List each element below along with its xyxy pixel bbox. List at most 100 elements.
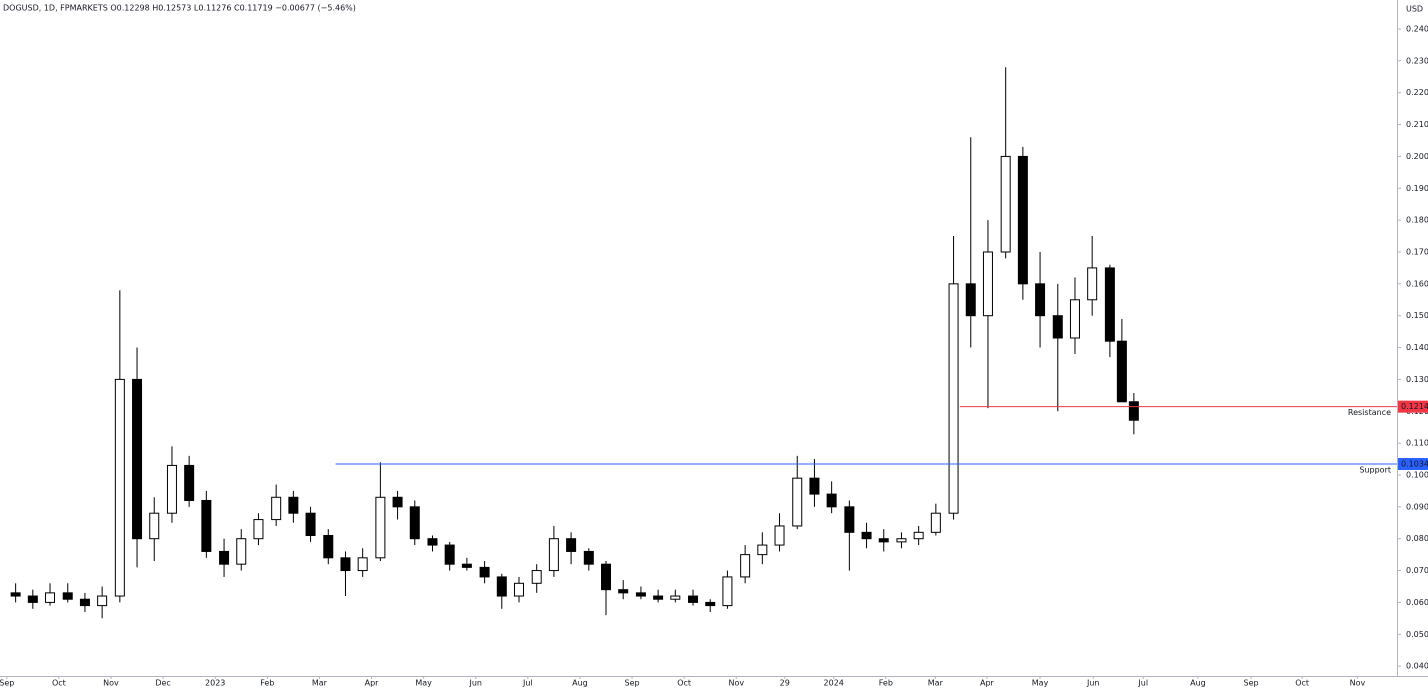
y-tick-label: 0.08000 [1406, 534, 1428, 543]
level-label: Resistance [1348, 408, 1391, 417]
candle-body [79, 598, 90, 607]
candle-body [357, 557, 368, 572]
candle-body [1017, 155, 1028, 285]
candle-body [930, 512, 941, 533]
x-tick-label: Jul [522, 679, 533, 688]
x-tick-label: Nov [103, 679, 119, 688]
candle-body [513, 582, 524, 597]
candle-body [1104, 267, 1115, 342]
y-tick-label: 0.11000 [1406, 439, 1428, 448]
candle-body [288, 496, 299, 514]
level-label: Support [1359, 465, 1391, 474]
candle-body [878, 538, 889, 543]
x-tick-label: Feb [879, 679, 893, 688]
candle-body [340, 557, 351, 572]
candle-body [583, 550, 594, 565]
candle-body [531, 570, 542, 584]
candle-body [166, 464, 177, 514]
candle-body [601, 563, 612, 591]
candle-body [861, 531, 872, 540]
candle-body [826, 493, 837, 508]
candle-body [566, 538, 577, 552]
x-tick-label: Mar [312, 679, 328, 688]
x-tick-label: May [1032, 679, 1049, 688]
candle-body [114, 378, 125, 597]
y-tick-label: 0.16000 [1406, 279, 1428, 288]
candle-body [427, 538, 438, 546]
candle-body [1052, 315, 1063, 339]
x-tick-label: Dec [155, 679, 170, 688]
x-tick-label: May [415, 679, 432, 688]
unit-label: USD [1406, 5, 1423, 14]
candle-body [688, 595, 699, 603]
price-tag-label: 0.12145 [1401, 402, 1428, 411]
candle-body [1035, 283, 1046, 317]
x-tick-label: Feb [260, 679, 274, 688]
price-tag [1398, 457, 1428, 470]
x-tick-label: Jun [468, 679, 482, 688]
y-tick-label: 0.10000 [1406, 470, 1428, 479]
candle-body [653, 595, 664, 600]
candle-body [774, 525, 785, 546]
candle-body [496, 576, 507, 597]
candle-body [375, 496, 386, 559]
chart-header: DOGUSD, 1D, FPMARKETS O0.12298 H0.12573 … [3, 4, 356, 13]
price-tag [1398, 400, 1428, 413]
x-tick-label: Apr [365, 679, 380, 688]
x-tick-label: Nov [1350, 679, 1366, 688]
candle-body [722, 576, 733, 607]
candle-body [982, 251, 993, 317]
candle-body [132, 378, 143, 540]
candle-body [740, 554, 751, 578]
candle-body [10, 592, 21, 597]
candle-body [1128, 401, 1139, 421]
x-tick-label: 2024 [824, 679, 844, 688]
x-tick-label: Sep [0, 679, 14, 688]
candle-body [444, 544, 455, 565]
candle-body [792, 477, 803, 527]
candle-body [253, 519, 264, 540]
candle-body [323, 535, 334, 559]
candle-body [896, 538, 907, 543]
y-tick-label: 0.20000 [1406, 152, 1428, 161]
candle-body [965, 283, 976, 317]
candle-body [201, 499, 212, 552]
candle-body [844, 506, 855, 533]
x-tick-label: Nov [728, 679, 744, 688]
x-tick-label: Oct [677, 679, 691, 688]
candle-body [219, 550, 230, 565]
y-tick-label: 0.05000 [1406, 630, 1428, 639]
candle-body [184, 464, 195, 501]
candle-body [1087, 267, 1098, 301]
x-tick-label: 29 [780, 679, 790, 688]
y-tick-label: 0.14000 [1406, 343, 1428, 352]
candle-body [548, 538, 559, 572]
candle-body [809, 477, 820, 495]
y-tick-label: 0.13000 [1406, 375, 1428, 384]
x-tick-label: Mar [928, 679, 944, 688]
y-tick-label: 0.24000 [1406, 24, 1428, 33]
x-tick-label: Sep [625, 679, 640, 688]
candle-body [635, 592, 646, 597]
y-tick-label: 0.17000 [1406, 247, 1428, 256]
candle-body [271, 496, 282, 521]
candle-body [27, 595, 38, 603]
candle-body [1000, 155, 1011, 253]
y-tick-label: 0.04000 [1406, 662, 1428, 671]
x-tick-label: Oct [52, 679, 66, 688]
candle-body [392, 496, 403, 508]
x-tick-label: Jul [1137, 679, 1148, 688]
candle-body [461, 563, 472, 568]
candle-body [409, 506, 420, 540]
y-tick-label: 0.06000 [1406, 598, 1428, 607]
y-tick-label: 0.21000 [1406, 120, 1428, 129]
candle-body [913, 531, 924, 540]
candle-body [757, 544, 768, 556]
candle-body [948, 283, 959, 514]
candle-body [1116, 340, 1127, 403]
candle-body [670, 595, 681, 600]
y-tick-label: 0.18000 [1406, 216, 1428, 225]
y-tick-label: 0.09000 [1406, 502, 1428, 511]
